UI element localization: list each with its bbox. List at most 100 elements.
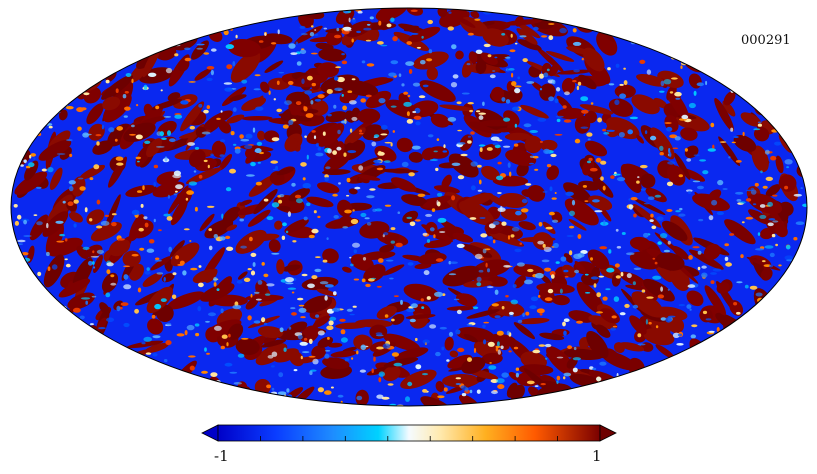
cool-speckle — [123, 322, 130, 328]
cool-speckle — [160, 298, 167, 302]
cool-speckle — [436, 200, 439, 206]
cool-speckle — [580, 126, 589, 129]
warm-speckle — [418, 95, 426, 99]
red-patch — [468, 51, 478, 64]
cool-speckle — [572, 41, 582, 46]
cool-speckle — [323, 27, 328, 30]
warm-speckle — [538, 222, 543, 227]
red-patch — [587, 249, 610, 270]
warm-speckle — [596, 292, 601, 298]
cool-speckle — [272, 168, 277, 171]
cool-speckle — [429, 159, 438, 161]
cool-speckle — [764, 245, 774, 249]
cool-speckle — [314, 29, 317, 31]
red-patch — [433, 185, 460, 194]
warm-speckle — [351, 357, 354, 360]
warm-speckle — [226, 342, 229, 347]
cool-speckle — [548, 96, 554, 102]
cool-speckle — [366, 195, 375, 199]
cool-speckle — [603, 132, 610, 135]
cool-speckle — [421, 373, 429, 376]
warm-speckle — [311, 228, 319, 234]
red-patch — [514, 275, 526, 289]
red-patch — [667, 165, 686, 186]
cool-speckle — [154, 303, 162, 310]
warm-speckle — [76, 107, 84, 113]
cool-speckle — [373, 159, 382, 164]
warm-speckle — [554, 133, 563, 136]
cool-speckle — [587, 138, 591, 141]
cool-speckle — [340, 337, 348, 343]
cool-speckle — [68, 186, 74, 192]
warm-speckle — [116, 126, 123, 131]
cool-speckle — [491, 390, 498, 395]
red-patch — [516, 28, 538, 45]
warm-speckle — [292, 240, 297, 243]
warm-speckle — [358, 132, 364, 135]
warm-speckle — [311, 25, 314, 28]
warm-speckle — [41, 168, 47, 172]
cool-speckle — [407, 262, 414, 266]
cool-speckle — [614, 99, 620, 106]
red-patch — [69, 212, 83, 223]
warm-speckle — [148, 239, 155, 244]
red-patch — [101, 272, 119, 293]
red-patch — [72, 257, 94, 289]
cool-speckle — [122, 94, 127, 99]
cool-speckle — [172, 174, 182, 179]
warm-speckle — [308, 355, 316, 358]
red-patch — [211, 140, 227, 158]
cool-speckle — [605, 288, 611, 291]
warm-speckle — [510, 234, 515, 238]
cool-speckle — [492, 221, 500, 226]
cool-speckle — [768, 218, 776, 221]
warm-speckle — [548, 211, 555, 216]
warm-speckle — [111, 222, 117, 227]
warm-speckle — [213, 282, 217, 287]
cool-speckle — [188, 181, 198, 186]
warm-speckle — [206, 66, 215, 70]
warm-speckle — [489, 362, 492, 364]
warm-speckle — [381, 396, 390, 400]
cool-speckle — [290, 307, 296, 310]
red-patch — [645, 187, 667, 203]
warm-speckle — [739, 321, 747, 325]
cool-speckle — [717, 179, 724, 186]
cool-speckle — [626, 252, 635, 256]
cool-speckle — [56, 153, 66, 155]
warm-speckle — [189, 240, 192, 242]
cool-speckle — [681, 114, 689, 120]
cool-speckle — [612, 173, 621, 176]
cool-speckle — [774, 141, 782, 146]
warm-speckle — [510, 33, 513, 38]
warm-speckle — [373, 356, 376, 362]
warm-speckle — [311, 52, 318, 55]
warm-speckle — [496, 330, 504, 336]
red-patch — [631, 291, 664, 318]
cool-speckle — [154, 259, 162, 262]
cool-speckle — [337, 129, 341, 135]
warm-speckle — [295, 101, 302, 106]
warm-speckle — [422, 389, 428, 393]
cool-speckle — [331, 8, 335, 11]
red-patch — [568, 218, 587, 231]
warm-speckle — [639, 59, 646, 64]
warm-speckle — [77, 126, 82, 131]
cool-speckle — [642, 42, 648, 44]
cool-speckle — [196, 43, 205, 46]
warm-speckle — [115, 88, 119, 93]
warm-speckle — [131, 253, 139, 257]
cool-speckle — [156, 146, 165, 148]
warm-speckle — [206, 352, 210, 355]
warm-speckle — [175, 190, 178, 193]
red-patch — [227, 323, 244, 341]
red-patch — [655, 252, 685, 271]
red-patch — [311, 345, 326, 360]
cool-speckle — [529, 162, 534, 165]
warm-speckle — [581, 57, 584, 61]
cool-speckle — [342, 226, 349, 229]
warm-speckle — [378, 258, 384, 263]
cool-speckle — [232, 61, 236, 67]
red-patch — [423, 239, 452, 249]
warm-speckle — [581, 109, 589, 114]
